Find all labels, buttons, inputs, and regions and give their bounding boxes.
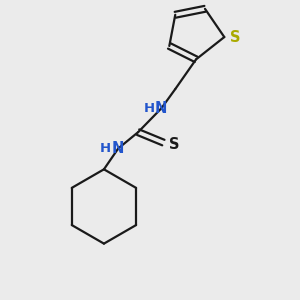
Text: N: N [155,101,167,116]
Text: H: H [100,142,111,155]
Text: S: S [169,136,179,152]
Text: S: S [230,30,240,45]
Text: N: N [112,141,124,156]
Text: H: H [143,102,155,115]
